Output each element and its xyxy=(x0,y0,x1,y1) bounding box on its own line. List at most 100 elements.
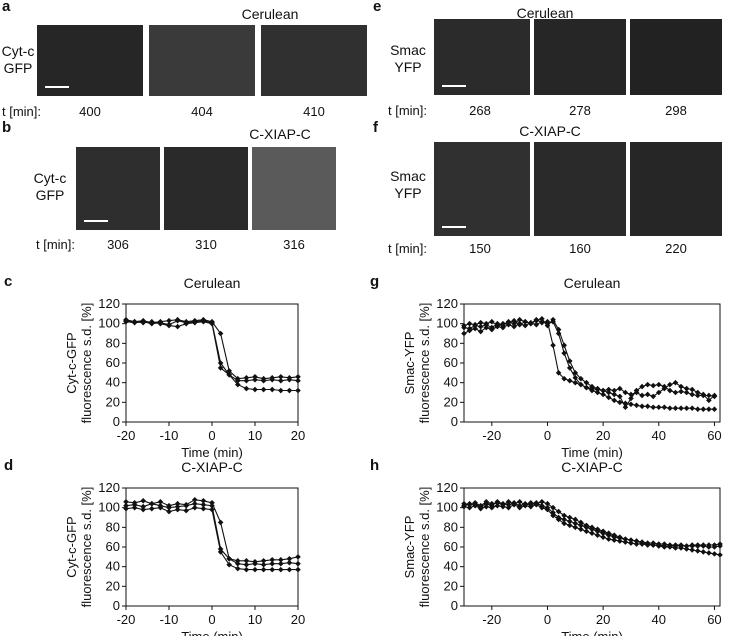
data-point xyxy=(689,405,695,412)
data-point xyxy=(149,505,155,512)
data-point xyxy=(527,499,534,506)
panel-f-time-3: 220 xyxy=(665,241,687,256)
scale-bar xyxy=(84,220,108,222)
data-point xyxy=(466,504,473,511)
data-point xyxy=(594,526,601,533)
data-point xyxy=(611,537,618,543)
data-point xyxy=(217,519,224,526)
panel-label-h: h xyxy=(370,457,379,474)
panel-f-time-label: t [min]: xyxy=(388,241,428,256)
data-point xyxy=(140,497,146,504)
data-point xyxy=(550,504,556,511)
x-axis-label: Time (min) xyxy=(181,629,243,636)
panel-e-time-label: t [min]: xyxy=(388,103,428,118)
data-point xyxy=(667,387,673,394)
data-point xyxy=(260,566,267,573)
data-point xyxy=(617,399,623,406)
chart-h: h C-XIAP-C 0 20 40 60 80 100 120 -20 0 20 40 60 Time (… xyxy=(370,457,723,636)
data-point xyxy=(483,503,490,510)
y-tick-label: 120 xyxy=(436,296,458,311)
data-point xyxy=(472,499,478,506)
data-point xyxy=(578,375,584,382)
data-point xyxy=(461,500,467,507)
panel-label-c: c xyxy=(4,273,12,290)
data-point xyxy=(149,318,155,325)
chart-g: g Cerulean 0 20 40 60 80 100 120 -20 0 20 40 60 Time (… xyxy=(370,273,722,460)
y-tick-label: 20 xyxy=(444,394,458,409)
y-tick-label: 80 xyxy=(444,335,458,350)
series-line-2 xyxy=(463,321,715,409)
data-point xyxy=(166,508,172,515)
data-point xyxy=(639,403,645,410)
data-point xyxy=(235,560,241,567)
data-point xyxy=(594,389,601,396)
data-point xyxy=(243,377,250,384)
y-axis-label: fluorescence s.d. [%] xyxy=(79,303,94,424)
data-point xyxy=(655,404,662,411)
data-point xyxy=(650,382,657,389)
y-tick-label: 100 xyxy=(98,500,120,515)
data-point xyxy=(667,543,673,549)
data-point xyxy=(511,320,517,327)
data-point xyxy=(711,392,718,399)
x-tick-label: 60 xyxy=(707,428,721,443)
y-tick-label: 120 xyxy=(98,480,120,495)
data-point xyxy=(278,387,284,394)
data-point xyxy=(252,386,258,393)
panel-a-time-1: 400 xyxy=(79,104,101,119)
y-tick-label: 40 xyxy=(444,559,458,574)
y-tick-label: 60 xyxy=(444,355,458,370)
x-tick-label: 0 xyxy=(208,428,215,443)
data-point xyxy=(639,383,645,390)
data-point xyxy=(500,503,506,510)
data-point xyxy=(605,536,612,542)
data-point xyxy=(522,502,529,509)
data-point xyxy=(461,324,467,331)
data-point xyxy=(700,406,707,413)
y-axis-label: Smac-YFP xyxy=(402,516,417,579)
data-point xyxy=(717,552,723,558)
data-point xyxy=(149,500,155,507)
data-point xyxy=(209,499,215,506)
panel-a-row-label: Cyt-c GFP xyxy=(0,43,36,77)
data-point xyxy=(628,540,634,546)
data-point xyxy=(683,405,690,412)
data-point xyxy=(516,504,523,511)
data-point xyxy=(555,370,562,376)
data-point xyxy=(667,381,673,388)
data-point xyxy=(717,541,723,547)
data-point xyxy=(672,379,679,386)
data-point xyxy=(243,561,250,568)
data-point xyxy=(661,404,668,411)
data-point xyxy=(561,350,567,356)
panel-label-d: d xyxy=(4,457,13,474)
scale-bar xyxy=(442,85,466,87)
row-label-line-2: YFP xyxy=(394,59,422,75)
panel-b-time-2: 310 xyxy=(195,237,217,252)
data-point xyxy=(617,385,623,392)
data-point xyxy=(533,317,540,324)
x-tick-label: 40 xyxy=(652,428,666,443)
data-point xyxy=(123,498,129,505)
data-point xyxy=(678,405,684,412)
data-point xyxy=(235,565,241,572)
data-point xyxy=(661,543,668,549)
data-point xyxy=(131,318,138,325)
data-point xyxy=(633,402,640,409)
data-point xyxy=(226,372,232,378)
y-tick-label: 40 xyxy=(106,375,120,390)
data-point xyxy=(527,320,534,327)
data-point xyxy=(522,318,529,325)
data-point xyxy=(639,541,645,547)
micrograph-e-1 xyxy=(434,19,530,95)
data-point xyxy=(174,506,181,513)
y-axis-label: fluorescence s.d. [%] xyxy=(79,487,94,608)
x-tick-label: 0 xyxy=(544,428,551,443)
panel-b-row-label: Cyt-c GFP xyxy=(30,170,70,204)
data-point xyxy=(516,498,523,505)
data-point xyxy=(123,505,129,512)
y-tick-label: 40 xyxy=(106,559,120,574)
data-point xyxy=(633,541,640,547)
x-tick-label: 20 xyxy=(596,428,610,443)
micrograph-b-3 xyxy=(252,147,336,230)
